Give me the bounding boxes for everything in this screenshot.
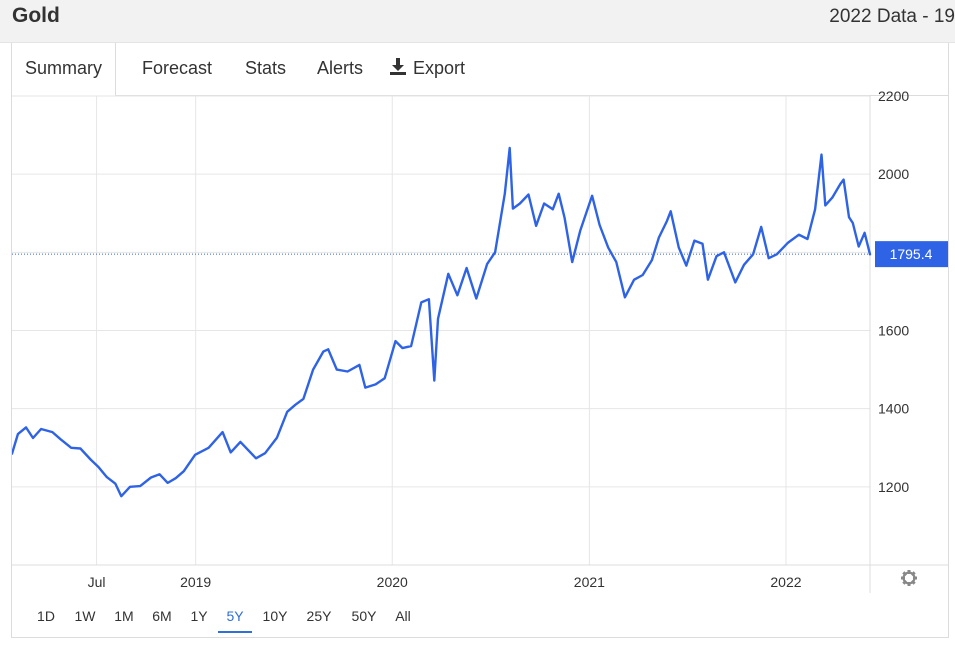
gear-icon[interactable] bbox=[901, 570, 917, 586]
y-tick-label: 1600 bbox=[878, 323, 909, 339]
x-tick-label: Jul bbox=[88, 574, 106, 590]
price-chart[interactable]: 120014001600180020002200Jul2019202020212… bbox=[12, 43, 948, 598]
page-title: Gold bbox=[12, 4, 60, 27]
tab-forecast-label: Forecast bbox=[142, 58, 213, 78]
tab-forecast[interactable]: Forecast bbox=[142, 43, 212, 95]
y-tick-label: 1200 bbox=[878, 479, 909, 495]
tab-stats-label: Stats bbox=[245, 58, 287, 78]
range-1y[interactable]: 1Y bbox=[190, 608, 208, 624]
range-1m[interactable]: 1M bbox=[114, 608, 134, 624]
tab-summary[interactable]: Summary bbox=[11, 43, 117, 96]
range-all[interactable]: All bbox=[395, 608, 411, 624]
range-50y[interactable]: 50Y bbox=[351, 608, 377, 624]
x-tick-label: 2020 bbox=[377, 574, 408, 590]
page-subtitle: 2022 Data - 19 bbox=[829, 6, 955, 27]
x-tick-label: 2021 bbox=[574, 574, 605, 590]
current-price-badge bbox=[875, 241, 948, 268]
download-icon bbox=[389, 44, 407, 94]
tab-alerts-label: Alerts bbox=[317, 58, 364, 78]
x-tick-label: 2019 bbox=[180, 574, 211, 590]
price-series-line bbox=[12, 146, 872, 498]
chart-panel: Summary Forecast Stats Alerts Export 120… bbox=[11, 43, 949, 638]
tab-bar: Summary Forecast Stats Alerts Export bbox=[11, 43, 948, 96]
top-bar: Gold 2022 Data - 19 bbox=[0, 0, 955, 43]
tab-alerts[interactable]: Alerts bbox=[317, 43, 363, 95]
range-1w[interactable]: 1W bbox=[74, 608, 96, 624]
y-tick-label: 2000 bbox=[878, 166, 909, 182]
range-6m[interactable]: 6M bbox=[152, 608, 172, 624]
current-price-label: 1795.4 bbox=[890, 246, 933, 262]
tab-export[interactable]: Export bbox=[389, 43, 465, 95]
range-25y[interactable]: 25Y bbox=[306, 608, 332, 624]
range-10y[interactable]: 10Y bbox=[262, 608, 288, 624]
range-5y[interactable]: 5Y bbox=[218, 605, 252, 633]
y-tick-label: 1400 bbox=[878, 401, 909, 417]
tab-stats[interactable]: Stats bbox=[245, 43, 286, 95]
tab-summary-label: Summary bbox=[25, 58, 103, 78]
range-1d[interactable]: 1D bbox=[37, 608, 55, 624]
x-tick-label: 2022 bbox=[770, 574, 801, 590]
tab-export-label: Export bbox=[413, 58, 466, 78]
y-tick-label: 2200 bbox=[878, 88, 909, 104]
range-selector: 1D 1W 1M 6M 1Y 5Y 10Y 25Y 50Y All bbox=[12, 598, 512, 638]
